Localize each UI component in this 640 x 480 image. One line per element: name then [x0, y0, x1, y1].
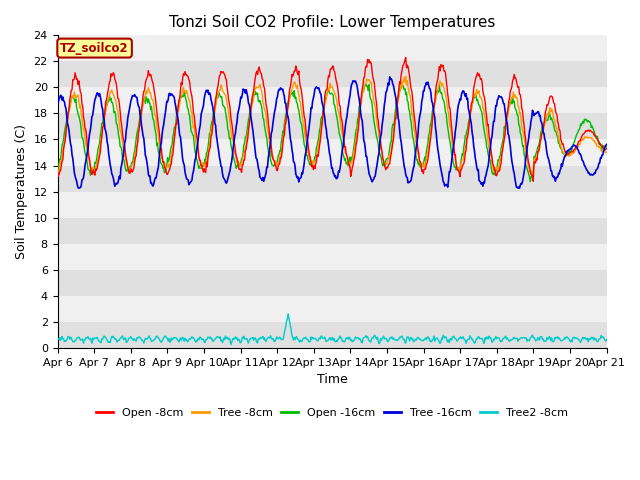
- Text: TZ_soilco2: TZ_soilco2: [60, 42, 129, 55]
- Bar: [58, 140, 607, 166]
- Bar: [58, 296, 607, 322]
- Legend: Open -8cm, Tree -8cm, Open -16cm, Tree -16cm, Tree2 -8cm: Open -8cm, Tree -8cm, Open -16cm, Tree -…: [92, 403, 572, 422]
- Bar: [58, 61, 607, 87]
- Bar: [58, 244, 607, 270]
- Bar: [58, 322, 607, 348]
- Bar: [58, 217, 607, 244]
- Bar: [58, 270, 607, 296]
- X-axis label: Time: Time: [317, 373, 348, 386]
- Bar: [58, 36, 607, 61]
- Title: Tonzi Soil CO2 Profile: Lower Temperatures: Tonzi Soil CO2 Profile: Lower Temperatur…: [169, 15, 495, 30]
- Bar: [58, 87, 607, 113]
- Bar: [58, 166, 607, 192]
- Y-axis label: Soil Temperatures (C): Soil Temperatures (C): [15, 124, 28, 259]
- Bar: [58, 113, 607, 140]
- Bar: [58, 192, 607, 217]
